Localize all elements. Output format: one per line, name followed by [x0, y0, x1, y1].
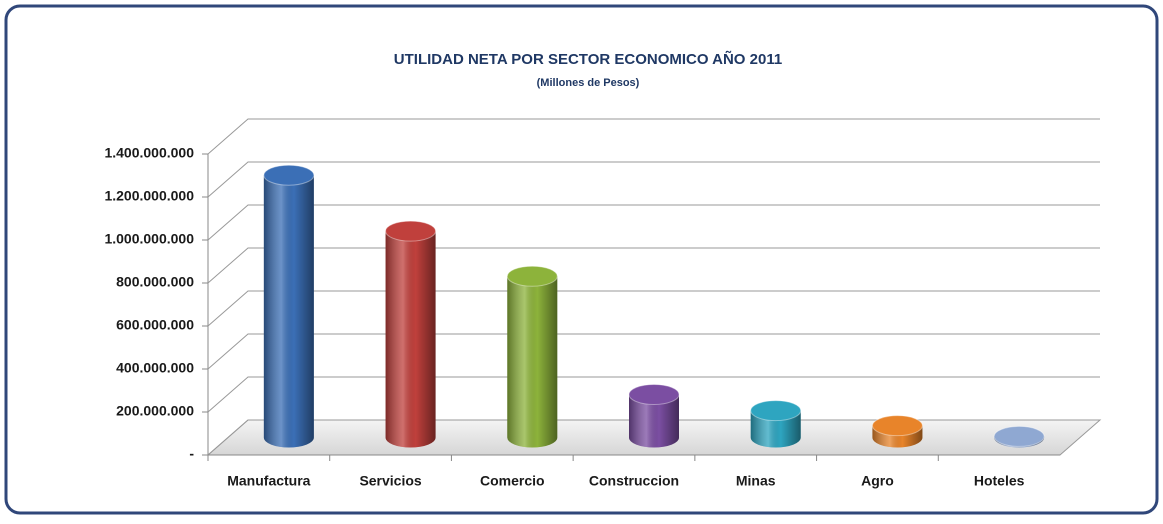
- x-tick-label: Hoteles: [974, 473, 1025, 489]
- x-tick-label: Servicios: [359, 473, 421, 489]
- y-tick-label: 1.400.000.000: [104, 145, 194, 161]
- bar-top: [993, 425, 1045, 447]
- y-tick-label: 600.000.000: [116, 317, 194, 333]
- bar-top: [750, 400, 802, 422]
- y-tick-label: 1.000.000.000: [104, 231, 194, 247]
- x-tick-label: Minas: [736, 473, 776, 489]
- y-tick-label: 800.000.000: [116, 274, 194, 290]
- grid-line: [207, 204, 1100, 241]
- x-tick-label: Agro: [861, 473, 894, 489]
- grid-line: [207, 161, 1100, 198]
- x-tick-label: Construccion: [589, 473, 679, 489]
- bar-top: [385, 220, 437, 242]
- bar-top: [263, 164, 315, 186]
- grid-line: [207, 419, 1100, 456]
- bar-top: [628, 384, 680, 405]
- grid-line: [207, 333, 1100, 370]
- bar-shade: [385, 231, 436, 448]
- bar-shade: [629, 394, 679, 448]
- x-tick-label: Manufactura: [227, 473, 310, 489]
- y-tick-label: 400.000.000: [116, 360, 194, 376]
- chart-subtitle: (Millones de Pesos): [537, 77, 640, 89]
- bar-shade: [750, 410, 801, 448]
- grid-line: [207, 118, 1100, 155]
- grid-line: [207, 290, 1100, 327]
- grid-line: [207, 247, 1100, 284]
- grid-line: [207, 376, 1100, 413]
- y-tick-label: 1.200.000.000: [104, 188, 194, 204]
- bar-shade: [263, 175, 314, 448]
- x-tick-label: Comercio: [480, 473, 545, 489]
- y-tick-label: 200.000.000: [116, 403, 194, 419]
- bar-shade: [507, 276, 558, 448]
- y-tick-label: -: [189, 446, 194, 462]
- bar-top: [871, 415, 923, 437]
- chart-title: UTILIDAD NETA POR SECTOR ECONOMICO AÑO 2…: [394, 50, 782, 68]
- bar-top: [506, 265, 558, 287]
